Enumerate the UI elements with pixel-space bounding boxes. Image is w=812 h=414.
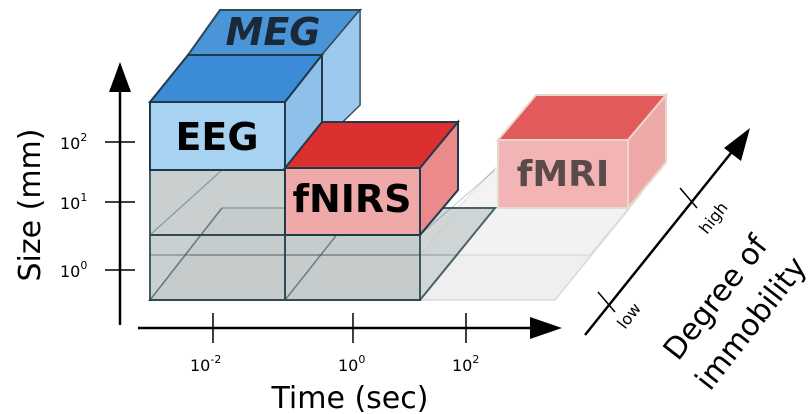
low-label: low <box>613 299 645 332</box>
x-axis-arrowhead <box>530 317 562 339</box>
fnirs-box: fNIRS <box>282 119 461 238</box>
y-tick-2: 101 <box>60 191 87 213</box>
fmri-label: fMRI <box>517 154 610 195</box>
y-tick-1: 102 <box>60 131 87 153</box>
x-axis-title: Time (sec) <box>271 381 429 414</box>
x-tick-1: 10-2 <box>190 353 221 375</box>
fnirs-label: fNIRS <box>292 177 411 221</box>
x-tick-3: 102 <box>452 353 479 375</box>
fmri-box: fMRI <box>495 92 669 211</box>
x-axis: 10-2 100 102 Time (sec) <box>138 313 562 414</box>
x-tick-2: 100 <box>338 353 365 375</box>
meg-label: MEG <box>226 10 321 54</box>
y-tick-3: 100 <box>60 259 87 281</box>
high-label: high <box>695 198 731 237</box>
immobility-axis-arrowhead <box>724 128 750 161</box>
y-axis: 102 101 100 Size (mm) <box>13 62 135 325</box>
y-axis-title: Size (mm) <box>13 129 48 282</box>
y-axis-arrowhead <box>109 62 131 92</box>
eeg-label: EEG <box>175 115 258 159</box>
